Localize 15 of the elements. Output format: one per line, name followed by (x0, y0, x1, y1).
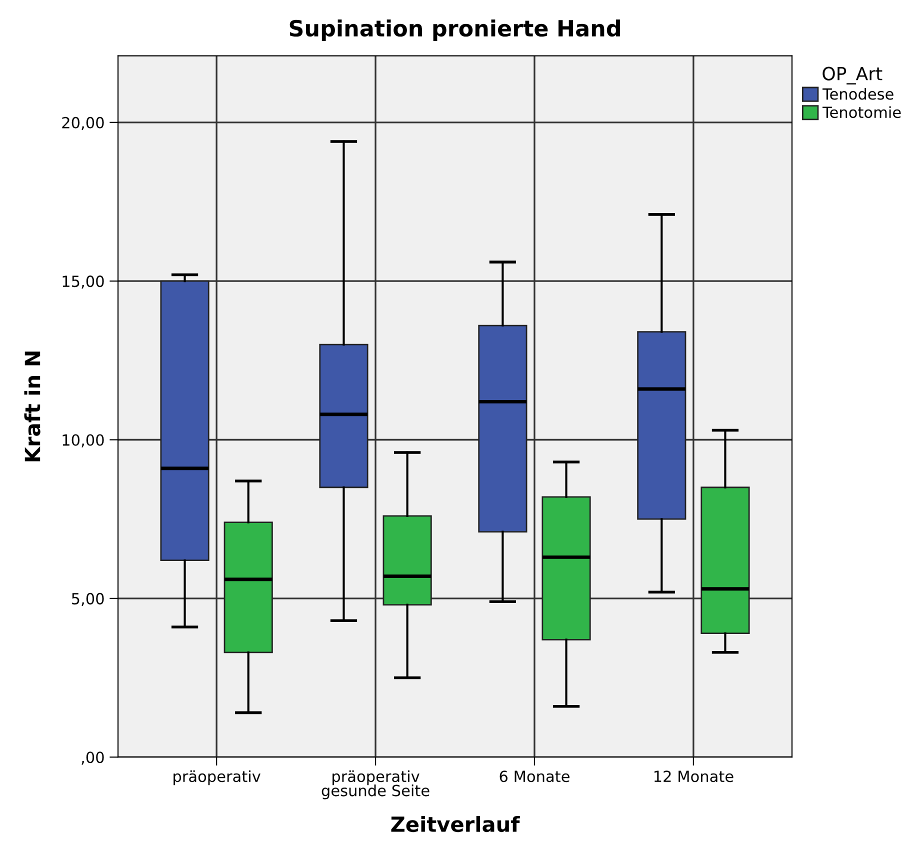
y-tick-label: ,00 (82, 752, 104, 765)
legend-label: Tenodese (822, 88, 894, 100)
y-tick-label: 5,00 (72, 592, 104, 606)
y-tick-label: 20,00 (62, 116, 104, 130)
x-tick-label: präoperativ gesunde Seite (322, 770, 430, 800)
y-tick-label: 10,00 (62, 434, 104, 448)
legend-label: Tenotomie (822, 106, 901, 118)
y-tick-label: 15,00 (62, 276, 104, 289)
x-tick-label: präoperativ (174, 770, 260, 786)
x-axis-title: Zeitverlauf (391, 816, 520, 832)
chart-title: Supination pronierte Hand (290, 19, 620, 41)
x-tick-label: 6 Monate (500, 770, 570, 782)
x-tick-label: 12 Monate (654, 770, 734, 782)
legend-title: OP_Art (822, 66, 882, 84)
y-axis-title: Kraft in N (24, 352, 40, 462)
